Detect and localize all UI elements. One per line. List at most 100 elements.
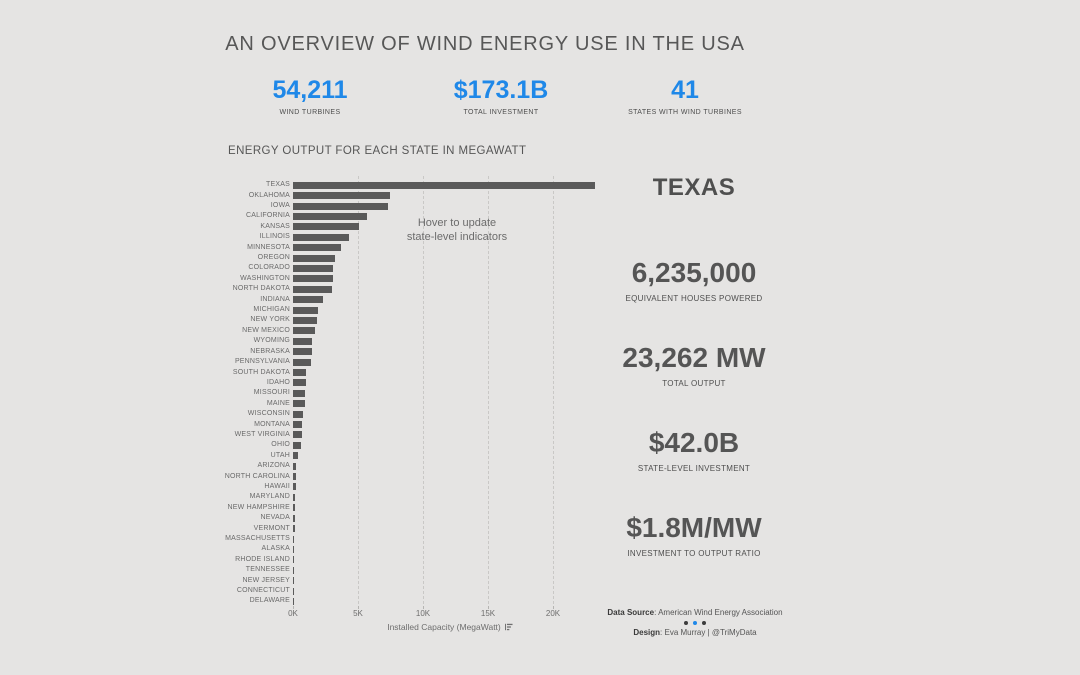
x-axis-tick xyxy=(488,606,489,609)
state-bar[interactable] xyxy=(293,223,360,231)
state-bar[interactable] xyxy=(293,306,318,314)
bar-row: IDAHO xyxy=(146,378,706,388)
state-bar[interactable] xyxy=(293,296,324,304)
state-bar[interactable] xyxy=(293,379,306,387)
state-label: WASHINGTON xyxy=(240,274,290,282)
x-axis-tick-label: 20K xyxy=(545,609,561,618)
bar-row: IOWA xyxy=(146,201,706,211)
state-bar[interactable] xyxy=(293,192,391,200)
state-bar[interactable] xyxy=(293,566,294,574)
state-label: NEW HAMPSHIRE xyxy=(227,503,290,511)
bar-row: OKLAHOMA xyxy=(146,190,706,200)
state-bar[interactable] xyxy=(293,504,296,512)
state-bar[interactable] xyxy=(293,535,295,543)
state-label: OHIO xyxy=(271,441,290,449)
bar-row: COLORADO xyxy=(146,263,706,273)
state-bar[interactable] xyxy=(293,233,350,241)
state-label: HAWAII xyxy=(264,482,290,490)
state-bar[interactable] xyxy=(293,410,303,418)
indicator-investment-ratio-label: INVESTMENT TO OUTPUT RATIO xyxy=(627,549,761,558)
state-bar[interactable] xyxy=(293,597,294,605)
state-label: MICHIGAN xyxy=(253,306,290,314)
indicator-houses-powered-label: EQUIVALENT HOUSES POWERED xyxy=(625,294,763,303)
state-label: TENNESSEE xyxy=(245,566,290,574)
state-bar[interactable] xyxy=(293,421,303,429)
state-bar[interactable] xyxy=(293,358,311,366)
kpi-states-count-value: 41 xyxy=(671,76,699,104)
x-axis-title-wrap: Installed Capacity (MegaWatt) xyxy=(330,622,570,632)
state-bar[interactable] xyxy=(293,545,294,553)
sort-icon[interactable] xyxy=(504,623,513,631)
bar-row: MARYLAND xyxy=(146,492,706,502)
state-bar[interactable] xyxy=(293,389,306,397)
state-bar[interactable] xyxy=(293,212,367,220)
state-bar[interactable] xyxy=(293,327,315,335)
chart-title: ENERGY OUTPUT FOR EACH STATE IN MEGAWATT xyxy=(228,145,527,157)
indicator-state-investment: $42.0B STATE-LEVEL INVESTMENT xyxy=(604,428,784,513)
kpi-wind-turbines: 54,211 WIND TURBINES xyxy=(230,77,390,116)
indicator-houses-powered: 6,235,000 EQUIVALENT HOUSES POWERED xyxy=(604,258,784,343)
state-bar[interactable] xyxy=(293,483,296,491)
state-bar[interactable] xyxy=(293,316,317,324)
state-label: NEBRASKA xyxy=(250,347,290,355)
state-bar[interactable] xyxy=(293,525,295,533)
state-bar[interactable] xyxy=(293,285,332,293)
state-bar[interactable] xyxy=(293,452,299,460)
state-label: RHODE ISLAND xyxy=(235,555,290,563)
state-bar[interactable] xyxy=(293,514,295,522)
bar-row: TENNESSEE xyxy=(146,565,706,575)
state-bar[interactable] xyxy=(293,577,294,585)
state-label: WEST VIRGINIA xyxy=(234,430,290,438)
state-bar[interactable] xyxy=(293,202,389,210)
x-axis-tick-label: 0K xyxy=(288,609,298,618)
bar-row: OHIO xyxy=(146,440,706,450)
x-axis-tick xyxy=(423,606,424,609)
state-bar[interactable] xyxy=(293,369,306,377)
bar-row: NEVADA xyxy=(146,513,706,523)
state-label: COLORADO xyxy=(248,264,290,272)
state-label: MARYLAND xyxy=(249,493,290,501)
state-bar[interactable] xyxy=(293,181,596,189)
state-bar[interactable] xyxy=(293,264,334,272)
state-bar[interactable] xyxy=(293,244,342,252)
state-bar[interactable] xyxy=(293,254,335,262)
state-bar[interactable] xyxy=(293,400,305,408)
bar-row: MONTANA xyxy=(146,419,706,429)
hover-hint-line1: Hover to update xyxy=(417,217,497,229)
x-axis-tick xyxy=(293,606,294,609)
bar-row: UTAH xyxy=(146,451,706,461)
state-bar[interactable] xyxy=(293,348,312,356)
state-bar[interactable] xyxy=(293,556,294,564)
footer-credits: Data Source: American Wind Energy Associ… xyxy=(597,608,793,638)
state-bar[interactable] xyxy=(293,275,333,283)
bar-row: NEW JERSEY xyxy=(146,575,706,585)
bar-row: NEBRASKA xyxy=(146,347,706,357)
bar-row: PENNSYLVANIA xyxy=(146,357,706,367)
bar-row: INDIANA xyxy=(146,294,706,304)
kpi-total-investment: $173.1B TOTAL INVESTMENT xyxy=(421,77,581,116)
indicator-state-investment-label: STATE-LEVEL INVESTMENT xyxy=(637,464,751,473)
x-axis-tick-label: 10K xyxy=(415,609,431,618)
bar-row: DELAWARE xyxy=(146,596,706,606)
state-bar[interactable] xyxy=(293,473,296,481)
indicator-total-output-value: 23,262 MW xyxy=(622,342,766,373)
state-label: OREGON xyxy=(257,254,290,262)
kpi-wind-turbines-label: WIND TURBINES xyxy=(279,109,341,116)
hover-hint-line2: state-level indicators xyxy=(406,231,508,243)
indicator-investment-ratio-value: $1.8M/MW xyxy=(626,512,762,543)
state-bar[interactable] xyxy=(293,587,294,595)
bar-row: NEW YORK xyxy=(146,315,706,325)
bar-row: ALASKA xyxy=(146,544,706,554)
bar-row: MICHIGAN xyxy=(146,305,706,315)
state-bar[interactable] xyxy=(293,337,313,345)
indicator-total-output: 23,262 MW TOTAL OUTPUT xyxy=(604,343,784,428)
state-bar[interactable] xyxy=(293,441,302,449)
state-label: NEW JERSEY xyxy=(242,576,290,584)
state-bar[interactable] xyxy=(293,431,302,439)
state-bar[interactable] xyxy=(293,493,296,501)
state-label: MISSOURI xyxy=(253,389,290,397)
bar-row: CONNECTICUT xyxy=(146,586,706,596)
state-bar[interactable] xyxy=(293,462,297,470)
bar-row: MAINE xyxy=(146,399,706,409)
